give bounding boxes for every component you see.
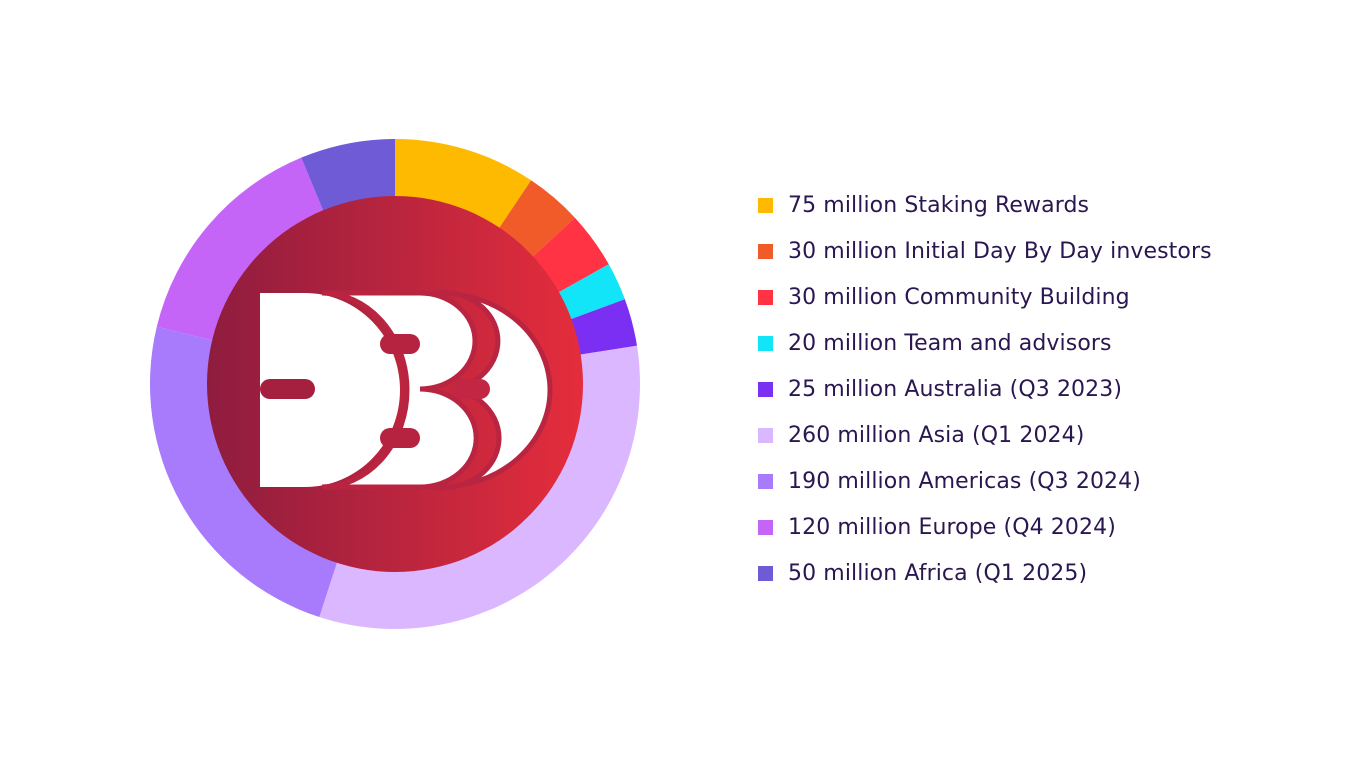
legend-label: 120 million Europe (Q4 2024) xyxy=(788,514,1116,540)
donut-slice xyxy=(156,157,325,341)
legend-item: 50 million Africa (Q1 2025) xyxy=(758,550,1212,596)
donut-slice xyxy=(319,345,640,629)
donut-slice xyxy=(149,326,338,618)
legend-swatch xyxy=(758,427,773,443)
legend-item: 260 million Asia (Q1 2024) xyxy=(758,412,1212,458)
legend-label: 25 million Australia (Q3 2023) xyxy=(788,376,1123,402)
donut-slice xyxy=(530,217,609,294)
legend-label: 260 million Asia (Q1 2024) xyxy=(788,422,1085,448)
donut-slice xyxy=(395,139,532,231)
legend-item: 190 million Americas (Q3 2024) xyxy=(758,458,1212,504)
legend-item: 30 million Community Building xyxy=(758,274,1212,320)
legend-label: 50 million Africa (Q1 2025) xyxy=(788,560,1088,586)
legend-swatch xyxy=(758,335,773,351)
donut-slices xyxy=(149,139,640,629)
legend-item: 30 million Initial Day By Day investors xyxy=(758,228,1212,274)
legend-swatch xyxy=(758,289,773,305)
legend-swatch xyxy=(758,381,773,397)
dbd-logo-icon xyxy=(207,196,583,572)
legend-swatch xyxy=(758,243,773,259)
legend-item: 20 million Team and advisors xyxy=(758,320,1212,366)
legend-item: 120 million Europe (Q4 2024) xyxy=(758,504,1212,550)
legend-item: 75 million Staking Rewards xyxy=(758,182,1212,228)
donut-slice xyxy=(301,139,395,214)
legend-item: 25 million Australia (Q3 2023) xyxy=(758,366,1212,412)
legend-swatch xyxy=(758,197,773,213)
donut-slice xyxy=(497,180,575,259)
legend-swatch xyxy=(758,565,773,581)
legend-label: 190 million Americas (Q3 2024) xyxy=(788,468,1141,494)
chart-legend: 75 million Staking Rewards 30 million Ini… xyxy=(758,182,1212,596)
legend-swatch xyxy=(758,519,773,535)
legend-label: 75 million Staking Rewards xyxy=(788,192,1090,218)
legend-label: 20 million Team and advisors xyxy=(788,330,1112,356)
donut-slice xyxy=(568,299,637,356)
legend-label: 30 million Initial Day By Day investors xyxy=(788,238,1212,264)
legend-label: 30 million Community Building xyxy=(788,284,1130,310)
legend-swatch xyxy=(758,473,773,489)
donut-slice xyxy=(556,264,625,320)
